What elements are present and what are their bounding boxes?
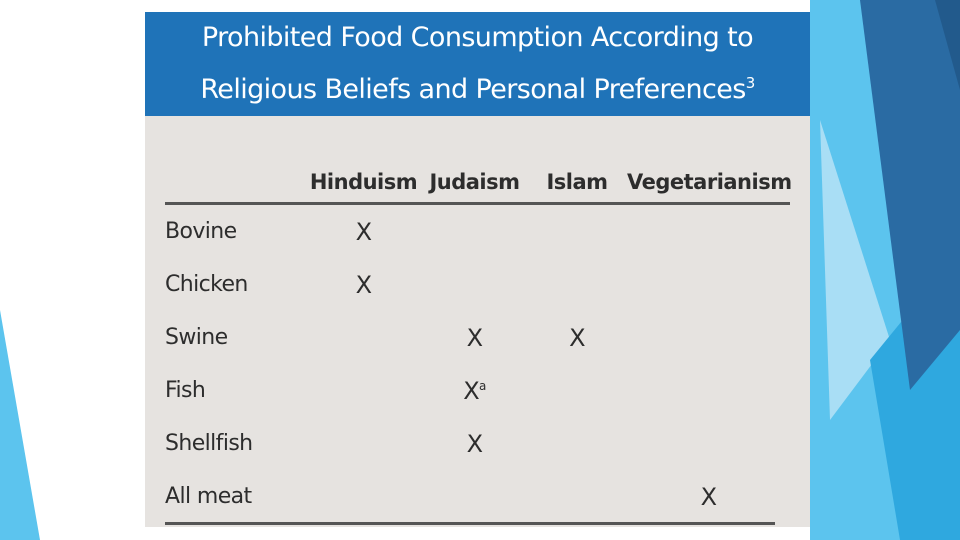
row-label-chicken: Chicken bbox=[165, 272, 248, 297]
prohibited-food-table: Hinduism Judaism Islam Vegetarianism Bov… bbox=[165, 162, 792, 523]
table-row: Fish Xa bbox=[165, 364, 790, 417]
row-label-swine: Swine bbox=[165, 325, 228, 350]
table-title-line2: Religious Beliefs and Personal Preferenc… bbox=[200, 74, 756, 105]
right-accent-pale bbox=[820, 120, 890, 420]
header-islam: Islam bbox=[546, 170, 608, 194]
right-accent-dark bbox=[860, 0, 960, 390]
header-vegetarianism: Vegetarianism bbox=[627, 170, 792, 194]
table-row: Shellfish X bbox=[165, 417, 790, 470]
table-bottom-rule bbox=[165, 522, 775, 525]
table-title-banner: Prohibited Food Consumption According to… bbox=[145, 12, 810, 116]
title-footnote-marker: 3 bbox=[745, 74, 756, 92]
cell-shellfish-judaism: X bbox=[466, 429, 483, 458]
cell-chicken-hinduism: X bbox=[355, 270, 372, 299]
left-accent-shape bbox=[0, 310, 40, 540]
cell-swine-judaism: X bbox=[466, 323, 483, 352]
right-accent-deep bbox=[935, 0, 960, 90]
header-hinduism: Hinduism bbox=[309, 170, 418, 194]
row-label-shellfish: Shellfish bbox=[165, 431, 253, 456]
cell-fish-judaism: Xa bbox=[463, 376, 486, 405]
cell-swine-islam: X bbox=[569, 323, 585, 352]
row-label-fish: Fish bbox=[165, 378, 206, 403]
cell-all-meat-vegetarianism: X bbox=[700, 482, 717, 511]
table-row: Swine X X bbox=[165, 311, 790, 364]
row-label-all-meat: All meat bbox=[165, 484, 252, 509]
table-row: Bovine X bbox=[165, 205, 790, 258]
table-title-line1: Prohibited Food Consumption According to bbox=[201, 22, 754, 53]
cell-bovine-hinduism: X bbox=[355, 217, 372, 246]
table-header-row: Hinduism Judaism Islam Vegetarianism bbox=[165, 162, 792, 205]
table-card: Prohibited Food Consumption According to… bbox=[145, 12, 810, 527]
row-label-bovine: Bovine bbox=[165, 219, 237, 244]
table-row: Chicken X bbox=[165, 258, 790, 311]
table-row: All meat X bbox=[165, 470, 790, 523]
fish-footnote-marker: a bbox=[479, 378, 486, 393]
header-judaism: Judaism bbox=[429, 170, 520, 194]
